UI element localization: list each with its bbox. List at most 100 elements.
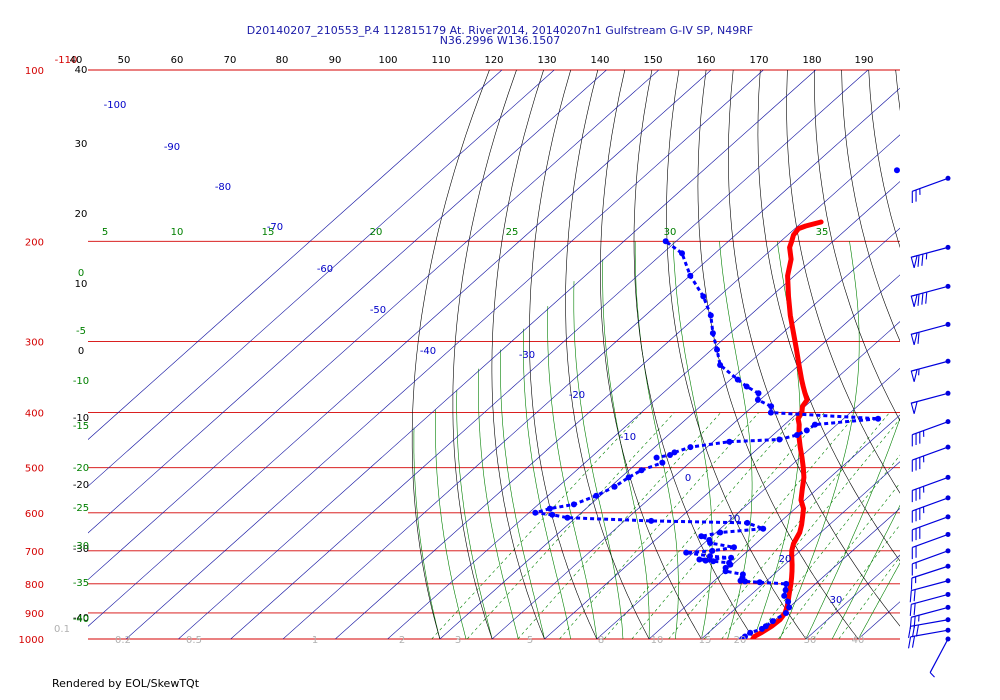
mixing-ratio-line: [632, 413, 825, 639]
isotherm: [283, 70, 920, 639]
isotherm: [963, 70, 1000, 639]
dry-adiabat: [815, 70, 1000, 639]
barb-full: [910, 604, 911, 616]
left-tick--20: -20: [73, 480, 89, 491]
barb-staff: [912, 498, 948, 511]
moist-adiabat: [603, 259, 650, 639]
isotherm-label--80: -80: [215, 182, 231, 193]
top-tick-170: 170: [749, 55, 768, 66]
dry-adiabat: [842, 70, 1000, 639]
barb-full: [914, 590, 915, 602]
wind-barb: [912, 445, 950, 472]
barb-full: [910, 591, 911, 603]
barb-staff: [912, 178, 948, 191]
pressure-label-600: 600: [25, 509, 44, 520]
pressure-label-800: 800: [25, 580, 44, 591]
pressure-label-400: 400: [25, 409, 44, 420]
isotherm-label--100: -100: [104, 100, 127, 111]
sounding-traces: [532, 167, 1000, 642]
bottom-label-0.5: 0.5: [186, 635, 202, 646]
barb-flag: [911, 370, 917, 382]
isotherm-label--50: -50: [370, 305, 386, 316]
mixing-ratio-line: [722, 413, 906, 639]
mixing-label-25: 25: [506, 227, 519, 238]
mixing-ratio-line: [604, 413, 799, 639]
mixing-label-15: 15: [262, 227, 275, 238]
isolated-dewpoint-point: [894, 167, 900, 173]
barb-staff: [912, 477, 948, 490]
bottom-label-30: 30: [804, 635, 817, 646]
dry-adiabat: [566, 70, 650, 639]
isotherm: [806, 70, 1000, 639]
barb-full: [916, 625, 918, 637]
mixing-label-20: 20: [370, 227, 383, 238]
wind-barb: [912, 176, 950, 203]
barb-full: [912, 636, 914, 648]
barb-staff: [911, 607, 948, 617]
dry-adiabat: [787, 70, 1000, 639]
wind-barb: [911, 284, 950, 307]
moist-adiabat: [478, 369, 518, 639]
moist-label--15: -15: [73, 421, 89, 432]
barb-staff: [912, 447, 948, 460]
barb-staff: [912, 534, 948, 547]
wind-barb: [911, 391, 950, 414]
top-tick-60: 60: [171, 55, 184, 66]
isotherm-label--40: -40: [420, 346, 436, 357]
mixing-ratio-line: [704, 413, 889, 639]
barb-full: [926, 292, 927, 304]
pressure-label-100: 100: [25, 66, 44, 77]
dry-adiabat: [728, 70, 910, 639]
isotherm: [911, 70, 1000, 639]
isotherm-label-20: 20: [779, 554, 792, 565]
isotherm-label--60: -60: [317, 264, 333, 275]
barb-staff: [911, 620, 948, 627]
temperature-line: [753, 222, 821, 639]
bottom-label-40: 40: [852, 635, 865, 646]
barb-staff: [911, 594, 948, 604]
mixing-label-10: 10: [171, 227, 184, 238]
dry-adiabat: [923, 70, 1000, 639]
barb-staff: [912, 517, 948, 530]
wind-barb: [911, 322, 950, 345]
pressure-label-300: 300: [25, 337, 44, 348]
left-tick-20: 20: [75, 209, 88, 220]
bottom-label-0.1: 0.1: [54, 624, 70, 635]
isotherm: [701, 70, 1000, 639]
wind-barb: [912, 514, 950, 541]
barb-staff: [912, 566, 948, 578]
mixing-ratio-line: [839, 413, 1000, 639]
top-tick-90: 90: [329, 55, 342, 66]
barb-staff: [912, 551, 948, 564]
wind-barb: [912, 532, 950, 559]
barb-flag: [911, 402, 917, 414]
barb-full: [918, 294, 919, 306]
isotherm: [858, 70, 1000, 639]
left-tick-10: 10: [75, 279, 88, 290]
left-tick-40: 40: [75, 65, 88, 76]
mixing-ratio-line: [778, 413, 956, 639]
barb-full: [910, 617, 911, 629]
wind-barb: [930, 637, 950, 678]
barb-half: [930, 673, 934, 678]
barb-staff: [912, 422, 948, 435]
moist-label-0: 0: [78, 268, 84, 279]
top-tick-120: 120: [484, 55, 503, 66]
bottom-label-0.2: 0.2: [115, 635, 131, 646]
wind-barbs: [909, 176, 951, 677]
barb-full: [918, 332, 919, 344]
barb-flag: [911, 333, 917, 345]
moist-adiabat: [435, 410, 466, 640]
bottom-label-2: 2: [399, 635, 405, 646]
top-tick-80: 80: [276, 55, 289, 66]
pressure-label-500: 500: [25, 464, 44, 475]
left-tick-0: 0: [78, 346, 84, 357]
isotherm-label--30: -30: [519, 350, 535, 361]
barb-full: [918, 255, 919, 267]
isotherm-label-10: 10: [728, 514, 741, 525]
wind-barb: [912, 475, 950, 502]
isotherm: [74, 70, 711, 639]
isotherm-label--20: -20: [569, 390, 585, 401]
